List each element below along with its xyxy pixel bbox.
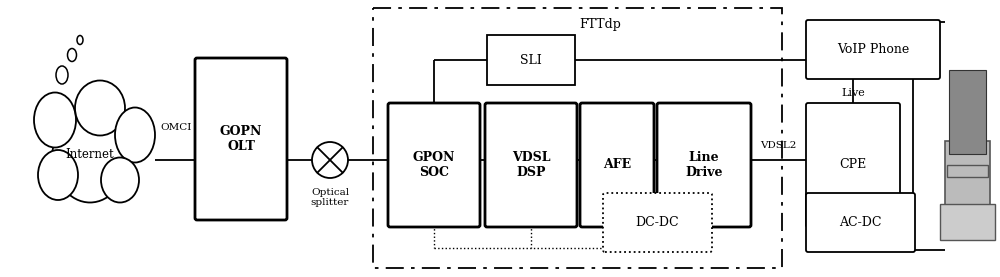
Text: Line
Drive: Line Drive [685, 151, 723, 179]
Text: VoIP Phone: VoIP Phone [837, 43, 909, 56]
Ellipse shape [75, 81, 125, 135]
Text: VDSL
DSP: VDSL DSP [512, 151, 550, 179]
FancyBboxPatch shape [806, 193, 915, 252]
FancyBboxPatch shape [580, 103, 654, 227]
FancyBboxPatch shape [388, 103, 480, 227]
Text: OMCI: OMCI [160, 124, 192, 132]
FancyBboxPatch shape [487, 35, 575, 85]
FancyBboxPatch shape [940, 204, 995, 240]
Text: Live: Live [841, 88, 865, 98]
Text: Internet: Internet [66, 148, 114, 161]
Text: SLI: SLI [520, 53, 542, 66]
FancyBboxPatch shape [945, 141, 990, 240]
Text: GOPN
OLT: GOPN OLT [220, 125, 262, 153]
Ellipse shape [38, 150, 78, 200]
Ellipse shape [101, 158, 139, 202]
Ellipse shape [34, 93, 76, 147]
Text: FTTdp: FTTdp [579, 18, 621, 31]
Ellipse shape [52, 107, 128, 202]
Ellipse shape [77, 35, 83, 45]
Ellipse shape [312, 142, 348, 178]
FancyBboxPatch shape [485, 103, 577, 227]
FancyBboxPatch shape [949, 70, 986, 154]
Ellipse shape [115, 107, 155, 163]
FancyBboxPatch shape [806, 20, 940, 79]
FancyBboxPatch shape [947, 165, 988, 177]
Text: AC-DC: AC-DC [839, 216, 882, 229]
Text: GPON
SOC: GPON SOC [413, 151, 455, 179]
Text: AFE: AFE [603, 158, 631, 171]
Ellipse shape [56, 66, 68, 84]
Ellipse shape [68, 48, 76, 61]
FancyBboxPatch shape [603, 193, 712, 252]
FancyBboxPatch shape [195, 58, 287, 220]
Text: Optical
splitter: Optical splitter [311, 188, 349, 207]
Text: VDSL2: VDSL2 [760, 140, 796, 150]
FancyBboxPatch shape [806, 103, 900, 227]
Text: DC-DC: DC-DC [636, 216, 679, 229]
FancyBboxPatch shape [657, 103, 751, 227]
Text: CPE: CPE [839, 158, 867, 171]
